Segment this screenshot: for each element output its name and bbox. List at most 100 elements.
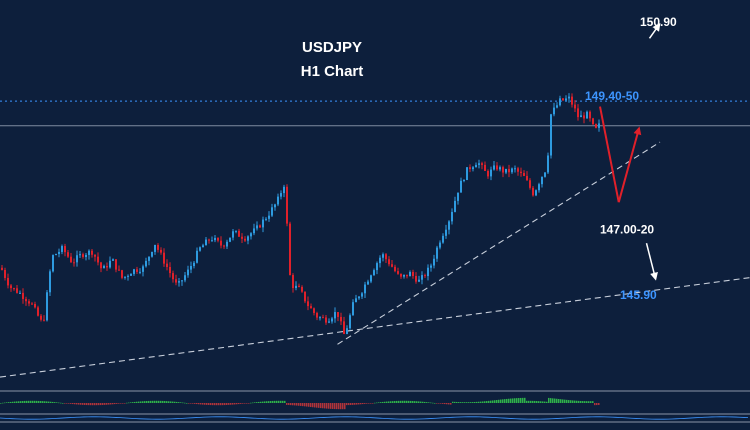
candle xyxy=(352,299,354,316)
candle xyxy=(481,161,483,170)
candle xyxy=(145,257,147,268)
indicator-bar xyxy=(154,400,156,403)
indicator-bar xyxy=(298,403,300,406)
indicator-bar xyxy=(138,401,140,403)
candle xyxy=(220,236,222,249)
indicator-bar xyxy=(300,403,302,406)
candle xyxy=(187,265,189,278)
candle xyxy=(376,261,378,275)
candle xyxy=(493,161,495,171)
indicator-bar xyxy=(182,402,184,404)
candle-body xyxy=(469,167,471,170)
indicator-bar xyxy=(336,403,338,410)
indicator-bar xyxy=(388,401,390,403)
candle xyxy=(115,259,117,273)
candle-body xyxy=(34,303,36,308)
indicator-bar xyxy=(426,402,428,403)
indicator-bar xyxy=(250,402,252,404)
candle-body xyxy=(196,250,198,263)
indicator-bar xyxy=(436,403,438,404)
candle xyxy=(346,325,348,335)
candle xyxy=(226,239,228,250)
candle-body xyxy=(427,267,429,277)
candle xyxy=(244,236,246,242)
level-label-2: 147.00-20 xyxy=(600,223,654,237)
indicator-bar xyxy=(374,402,376,404)
candle xyxy=(418,275,420,283)
indicator-bar xyxy=(234,403,236,405)
candle xyxy=(328,318,330,324)
candle xyxy=(337,312,339,322)
candle-body xyxy=(403,274,405,277)
candle xyxy=(589,110,591,122)
indicator-bar xyxy=(210,403,212,406)
candle xyxy=(400,273,402,279)
indicator-bar xyxy=(434,402,436,404)
indicator-bar xyxy=(348,403,350,406)
candle xyxy=(274,203,276,211)
indicator-bar xyxy=(90,403,92,406)
candle-body xyxy=(178,281,180,283)
candle-body xyxy=(199,247,201,251)
indicator-bar xyxy=(320,403,322,409)
arrow-red-1 xyxy=(617,126,642,203)
candle-body xyxy=(175,279,177,283)
trendline-0 xyxy=(0,277,750,378)
candle xyxy=(103,264,105,269)
indicator-bar xyxy=(80,403,82,405)
candle xyxy=(574,100,576,112)
candle-body xyxy=(295,285,297,289)
indicator-bar xyxy=(294,403,296,406)
candle xyxy=(61,244,63,255)
indicator-bar xyxy=(266,401,268,403)
indicator-bar xyxy=(212,403,214,406)
candle-body xyxy=(184,275,186,281)
indicator-bar xyxy=(476,401,478,403)
candle xyxy=(439,240,441,250)
indicator-bar xyxy=(338,403,340,410)
indicator-bar xyxy=(536,401,538,403)
candle xyxy=(580,110,582,118)
candle xyxy=(379,255,381,268)
indicator-bar xyxy=(38,400,40,403)
indicator-bar xyxy=(452,401,454,403)
candle xyxy=(538,182,540,193)
indicator-bar xyxy=(220,403,222,406)
indicator-bar xyxy=(148,400,150,403)
indicator-bar xyxy=(248,403,250,404)
indicator-bar xyxy=(546,401,548,403)
candle-body xyxy=(28,301,30,304)
candle xyxy=(241,233,243,244)
candle xyxy=(475,162,477,168)
indicator-bar xyxy=(204,403,206,405)
candle xyxy=(391,259,393,268)
indicator-bar xyxy=(352,403,354,405)
candle xyxy=(205,237,207,246)
indicator-bar xyxy=(110,403,112,405)
candle-body xyxy=(13,288,15,290)
indicator-bar xyxy=(314,403,316,408)
indicator-bar xyxy=(378,402,380,403)
indicator-bar xyxy=(370,403,372,404)
candle xyxy=(13,287,15,291)
candle-body xyxy=(193,262,195,267)
indicator-bar xyxy=(68,403,70,404)
candle-body xyxy=(415,275,417,282)
candle-body xyxy=(280,193,282,197)
candle xyxy=(199,246,201,252)
candle-body xyxy=(31,303,33,305)
candle xyxy=(262,216,264,233)
candle xyxy=(91,248,93,258)
indicator-bar xyxy=(120,403,122,404)
candle-body xyxy=(181,280,183,282)
indicator-bar xyxy=(184,402,186,404)
indicator-bar xyxy=(66,403,68,404)
candle xyxy=(283,184,285,198)
candle-body xyxy=(19,292,21,294)
candle-body xyxy=(160,249,162,253)
indicator-bar xyxy=(200,403,202,405)
indicator-bar xyxy=(504,399,506,403)
candle-body xyxy=(43,319,45,321)
indicator-bar xyxy=(402,400,404,403)
indicator-bar xyxy=(572,400,574,403)
